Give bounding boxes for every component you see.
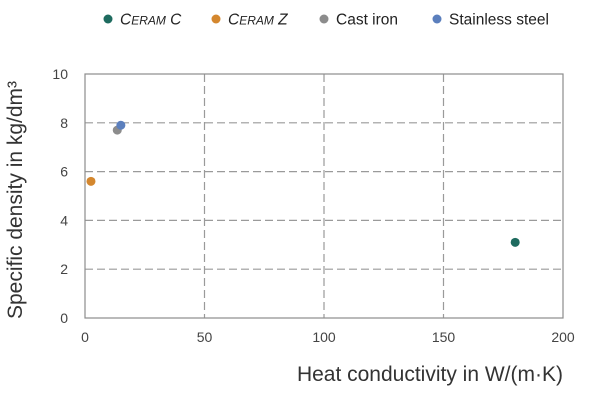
legend-label: Cast iron	[336, 12, 398, 29]
y-tick-label: 10	[52, 66, 68, 82]
data-points	[86, 120, 520, 247]
y-tick-label: 4	[60, 212, 68, 228]
legend-marker	[103, 14, 113, 24]
legend-marker	[432, 14, 442, 24]
x-tick-label: 0	[81, 329, 89, 345]
y-tick-label: 8	[60, 115, 68, 131]
data-point	[116, 120, 126, 130]
x-axis-label: Heat conductivity in W/(m·K)	[297, 363, 563, 386]
x-tick-label: 150	[432, 329, 456, 345]
x-axis-ticks: 0 50 100 150 200	[81, 329, 575, 345]
x-tick-label: 100	[312, 329, 336, 345]
x-tick-label: 200	[551, 329, 575, 345]
data-point	[86, 176, 96, 186]
legend-label: Stainless steel	[449, 12, 549, 29]
legend: CERAM C CERAM Z Cast iron Stainless steel	[103, 12, 549, 29]
y-axis-label: Specific density in kg/dm³	[4, 81, 27, 319]
legend-marker	[211, 14, 221, 24]
x-tick-label: 50	[197, 329, 213, 345]
y-tick-label: 0	[60, 310, 68, 326]
plot-area	[84, 73, 564, 319]
y-tick-label: 2	[60, 261, 68, 277]
data-point	[510, 237, 520, 247]
legend-marker	[319, 14, 329, 24]
grid	[85, 74, 563, 318]
y-axis-ticks: 0 2 4 6 8 10	[52, 66, 68, 326]
legend-label: CERAM Z	[228, 12, 288, 29]
y-tick-label: 6	[60, 164, 68, 180]
legend-label: CERAM C	[120, 12, 182, 29]
